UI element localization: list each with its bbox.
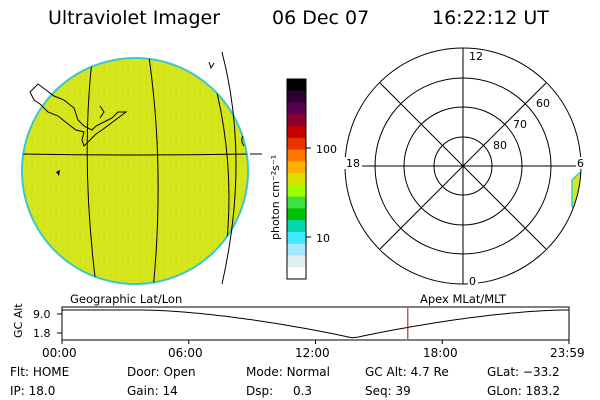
mlt-label-0: 0 (469, 275, 476, 288)
door-value: Open (163, 365, 196, 379)
colorbar-swatch (287, 196, 306, 209)
colorbar-swatch (287, 137, 306, 151)
gc-alt-value: 4.7 Re (410, 365, 449, 379)
colorbar-swatch (287, 267, 306, 280)
seq-value: 39 (395, 384, 411, 398)
colorbar-tick-100: 100 (316, 143, 337, 156)
x-tick-1800: 18:00 (423, 346, 458, 360)
app-title: Ultraviolet Imager (48, 7, 221, 29)
gain-value: 14 (162, 384, 178, 398)
colorbar-swatch (287, 126, 306, 139)
colorbar-tick-10: 10 (316, 232, 330, 245)
mlt-label-12: 12 (469, 50, 483, 63)
flt-key: Flt: (10, 365, 29, 379)
x-tick-0600: 06:00 (168, 346, 203, 360)
x-tick-2359: 23:59 (550, 346, 585, 360)
coastline (29, 83, 128, 147)
glat-key: GLat: (487, 365, 520, 379)
seq-key: Seq: (365, 384, 392, 398)
x-tick-1200: 12:00 (295, 346, 330, 360)
mlt-label-6: 6 (577, 157, 584, 170)
y-tick-9: 9.0 (33, 308, 51, 321)
gain-key: Gain: (127, 384, 159, 398)
dsp-key: Dsp: (246, 384, 274, 398)
glon-value: 183.2 (525, 384, 560, 398)
mode-key: Mode: (246, 365, 283, 379)
y-axis-label: GC Alt (12, 303, 25, 338)
colorbar-swatch (287, 255, 306, 268)
mode-value: Normal (286, 365, 330, 379)
y-tick-1-8: 1.8 (33, 327, 51, 340)
colorbar-swatch (287, 161, 306, 174)
date-label: 06 Dec 07 (272, 7, 370, 29)
time-label: 16:22:12 UT (432, 7, 549, 29)
door-key: Door: (127, 365, 160, 379)
ip-value: 18.0 (28, 384, 56, 398)
glat-value: −33.2 (522, 365, 560, 379)
gc-alt-key: GC Alt: (365, 365, 407, 379)
colorbar-swatch (287, 208, 306, 221)
mlat-label-60: 60 (536, 97, 550, 110)
glon-key: GLon: (487, 384, 522, 398)
apex-label: Apex MLat/MLT (420, 292, 507, 306)
colorbar-swatch (287, 231, 306, 245)
colorbar-swatch (287, 149, 306, 162)
colorbar-swatch (287, 243, 306, 256)
x-tick-0000: 00:00 (42, 346, 77, 360)
dsp-value: 0.3 (292, 384, 313, 398)
colorbar-swatch (287, 220, 306, 233)
colorbar-swatch (287, 114, 306, 127)
ip-key: IP: (10, 384, 25, 398)
mlat-label-80: 80 (493, 139, 507, 152)
colorbar-swatch (287, 184, 306, 198)
geographic-label: Geographic Lat/Lon (70, 292, 183, 306)
colorbar-swatch (287, 173, 306, 186)
colorbar-unit-label: photon cm⁻²s⁻¹ (269, 155, 282, 240)
altitude-curve (62, 309, 569, 339)
mlat-label-70: 70 (513, 118, 527, 131)
colorbar-swatch (287, 90, 306, 104)
colorbar-swatch (287, 102, 306, 115)
colorbar-swatch (287, 79, 306, 92)
mlt-label-18: 18 (346, 157, 360, 170)
flt-value: HOME (32, 365, 70, 379)
earth-disk (21, 57, 249, 285)
